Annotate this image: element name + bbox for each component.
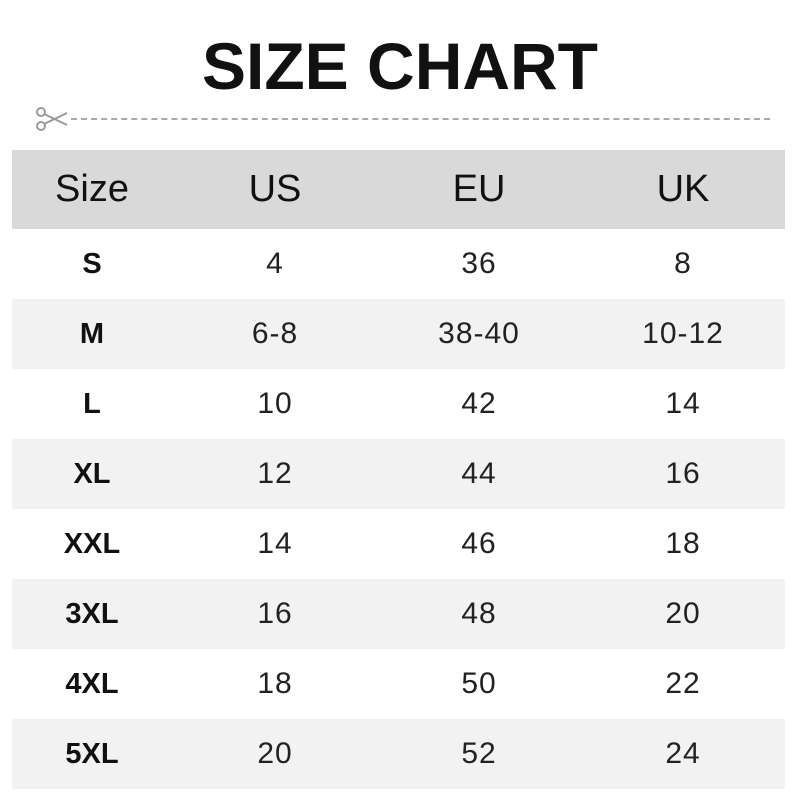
header-uk: UK <box>656 168 710 210</box>
table-row: 4XL 18 50 22 <box>12 649 785 719</box>
table-row: L 10 42 14 <box>12 369 785 439</box>
cell-size: 3XL <box>65 597 119 630</box>
header-us: US <box>248 168 302 210</box>
cell-size: XXL <box>63 527 121 560</box>
cell-eu: 50 <box>461 667 497 700</box>
cell-uk: 20 <box>665 597 701 630</box>
cell-uk: 22 <box>665 667 701 700</box>
cell-us: 12 <box>257 457 293 490</box>
cell-us: 10 <box>257 387 293 420</box>
table-row: M 6-8 38-40 10-12 <box>12 299 785 369</box>
size-table: Size US EU UK S 4 36 8 M 6-8 38-40 10-12 L 10 42 14… <box>12 150 785 789</box>
cell-uk: 24 <box>665 737 701 770</box>
table-row: XL 12 44 16 <box>12 439 785 509</box>
cell-uk: 8 <box>674 247 692 280</box>
cell-uk: 16 <box>665 457 701 490</box>
page-title: SIZE CHART <box>202 29 598 103</box>
cut-line-divider <box>35 106 770 132</box>
cell-eu: 38-40 <box>438 317 520 350</box>
cell-uk: 14 <box>665 387 701 420</box>
cell-uk: 10-12 <box>642 317 724 350</box>
cell-size: L <box>83 387 101 420</box>
header-size: Size <box>55 168 129 210</box>
cell-eu: 46 <box>461 527 497 560</box>
cell-size: 4XL <box>65 667 119 700</box>
cell-us: 4 <box>266 247 284 280</box>
table-row: S 4 36 8 <box>12 229 785 299</box>
table-row: 5XL 20 52 24 <box>12 719 785 789</box>
cell-us: 16 <box>257 597 293 630</box>
header-eu: EU <box>452 168 506 210</box>
cell-us: 18 <box>257 667 293 700</box>
cell-eu: 44 <box>461 457 497 490</box>
table-header-row: Size US EU UK <box>12 150 785 229</box>
cell-uk: 18 <box>665 527 701 560</box>
scissors-icon <box>36 107 68 131</box>
cell-eu: 42 <box>461 387 497 420</box>
cell-eu: 48 <box>461 597 497 630</box>
cell-size: XL <box>73 457 111 490</box>
table-row: XXL 14 46 18 <box>12 509 785 579</box>
cell-size: 5XL <box>65 737 119 770</box>
table-row: 3XL 16 48 20 <box>12 579 785 649</box>
cell-size: S <box>82 247 102 280</box>
cell-us: 6-8 <box>251 317 299 350</box>
cell-us: 20 <box>257 737 293 770</box>
cell-eu: 36 <box>461 247 497 280</box>
cell-us: 14 <box>257 527 293 560</box>
cell-eu: 52 <box>461 737 497 770</box>
cell-size: M <box>79 317 105 350</box>
